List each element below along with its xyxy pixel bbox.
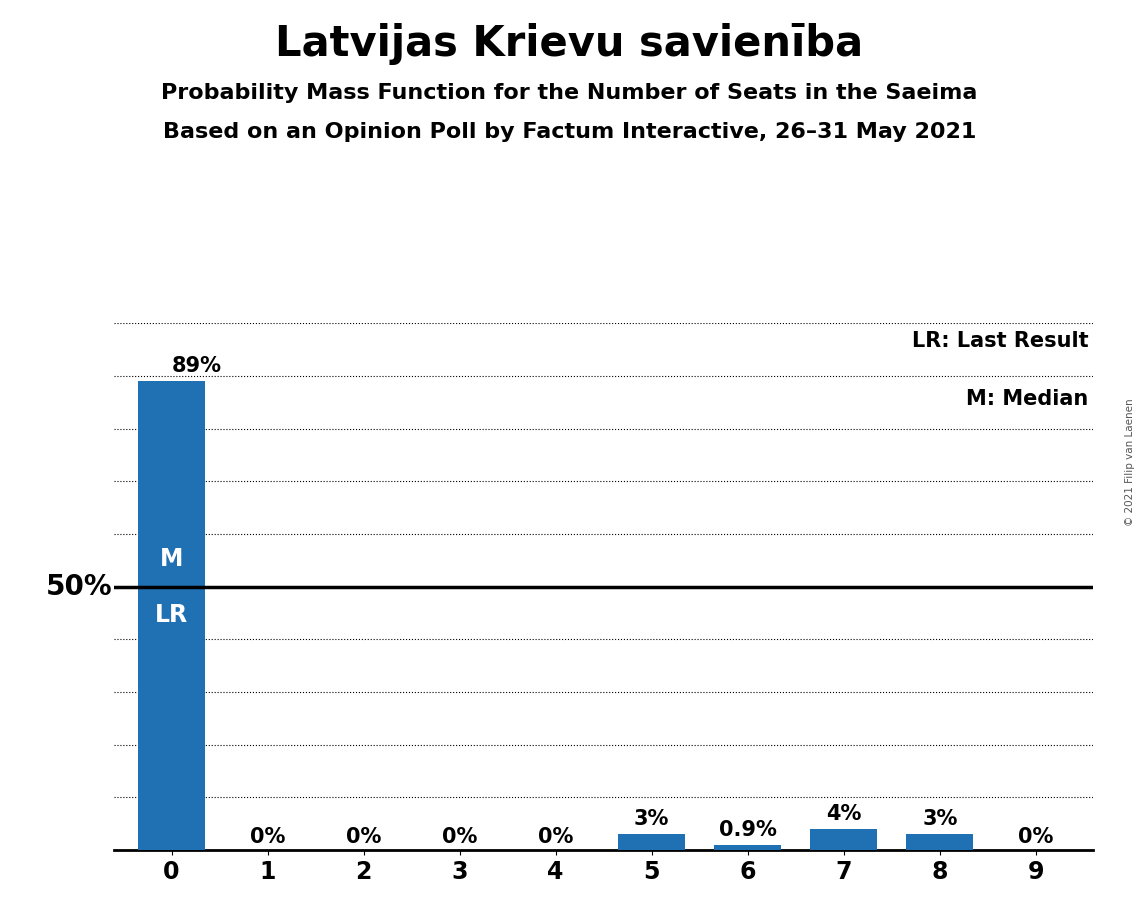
- Text: 0%: 0%: [538, 828, 573, 847]
- Bar: [810, 829, 877, 850]
- Text: 50%: 50%: [46, 573, 112, 601]
- Text: 89%: 89%: [172, 356, 221, 376]
- Text: M: M: [159, 547, 183, 571]
- Text: © 2021 Filip van Laenen: © 2021 Filip van Laenen: [1125, 398, 1134, 526]
- Text: 0%: 0%: [249, 828, 285, 847]
- Text: M: Median: M: Median: [966, 389, 1089, 409]
- Text: 3%: 3%: [923, 809, 958, 829]
- Text: Probability Mass Function for the Number of Seats in the Saeima: Probability Mass Function for the Number…: [162, 83, 977, 103]
- Bar: [714, 845, 781, 850]
- Text: 0%: 0%: [442, 828, 477, 847]
- Text: 0.9%: 0.9%: [719, 821, 777, 840]
- Bar: [907, 834, 974, 850]
- Text: 0%: 0%: [346, 828, 382, 847]
- Bar: [138, 382, 205, 850]
- Text: 4%: 4%: [826, 804, 861, 824]
- Text: 3%: 3%: [634, 809, 670, 829]
- Text: LR: Last Result: LR: Last Result: [912, 332, 1089, 351]
- Text: 0%: 0%: [1018, 828, 1054, 847]
- Text: Latvijas Krievu savienība: Latvijas Krievu savienība: [276, 23, 863, 65]
- Text: Based on an Opinion Poll by Factum Interactive, 26–31 May 2021: Based on an Opinion Poll by Factum Inter…: [163, 122, 976, 142]
- Bar: [618, 834, 686, 850]
- Text: LR: LR: [155, 602, 188, 626]
